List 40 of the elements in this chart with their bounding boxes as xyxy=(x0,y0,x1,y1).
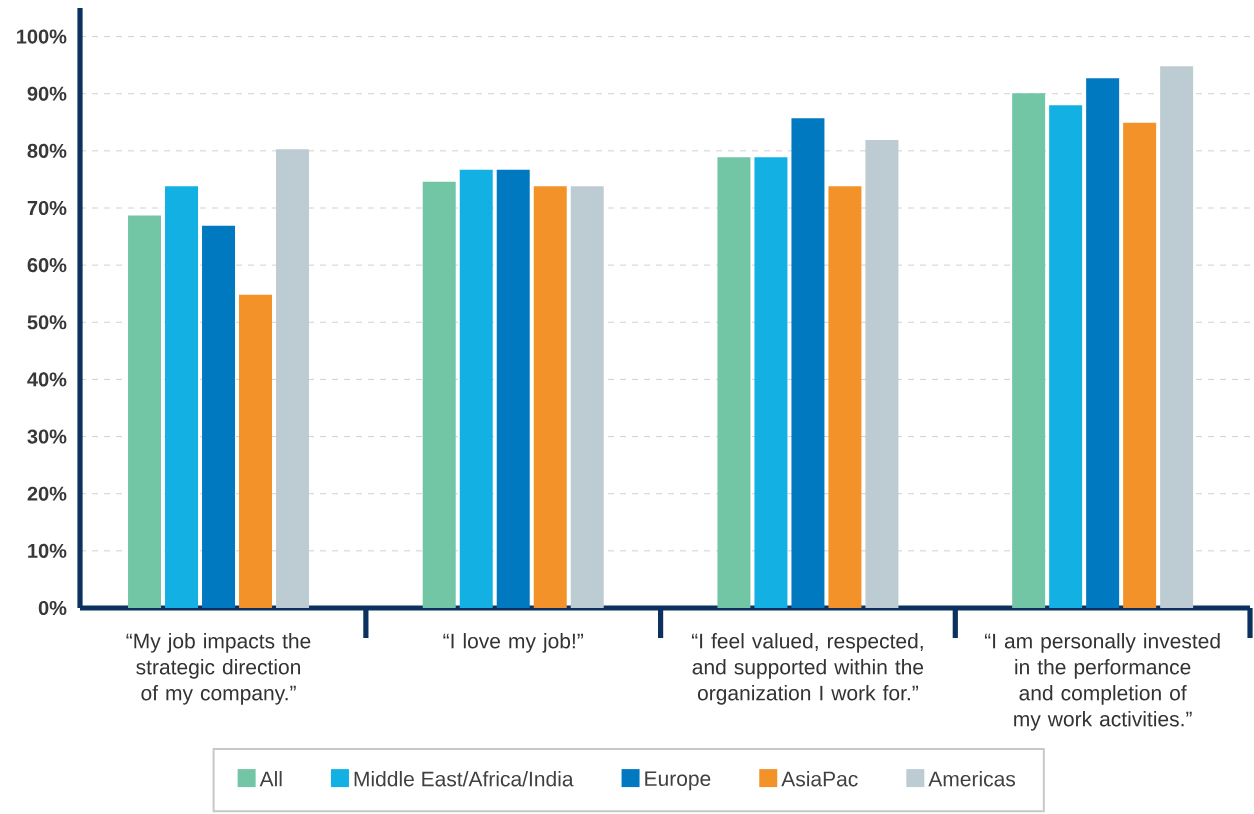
y-tick-label: 30% xyxy=(27,429,67,444)
bar xyxy=(239,294,273,608)
bar xyxy=(422,181,456,608)
bar xyxy=(754,157,788,608)
bar xyxy=(1160,66,1194,608)
x-tick-label: “I feel valued, respected, and supported within the organization I work for.” xyxy=(691,633,924,705)
y-tick-label: 50% xyxy=(27,315,67,330)
y-tick-label: 20% xyxy=(27,486,67,501)
bar xyxy=(533,186,567,608)
bar xyxy=(165,186,199,608)
x-tick-label: “I love my job!” xyxy=(443,633,584,653)
bar xyxy=(496,169,530,608)
legend-label: All xyxy=(259,770,282,787)
bar xyxy=(791,118,825,608)
bar xyxy=(570,186,604,608)
legend-label: Americas xyxy=(928,770,1016,787)
y-tick-label: 10% xyxy=(28,543,67,558)
y-tick-label: 70% xyxy=(27,200,67,216)
legend-label: Europe xyxy=(645,771,711,791)
bar xyxy=(1049,105,1083,608)
y-tick-label: 90% xyxy=(27,86,67,101)
bar xyxy=(865,140,899,608)
y-tick-label: 60% xyxy=(27,258,67,273)
y-tick-label: 100% xyxy=(17,29,67,44)
y-tick-label: 0% xyxy=(38,600,67,616)
bar xyxy=(828,186,862,608)
bar xyxy=(276,149,310,608)
x-tick-label: “I am personally invested in the performance and completion of my work activities.” xyxy=(984,633,1220,731)
bar xyxy=(459,169,493,608)
bar xyxy=(1086,78,1120,608)
x-tick-label: “My job impacts the strategic direction of my company.” xyxy=(126,633,311,705)
legend-label: Middle East/Africa/India xyxy=(354,770,574,787)
y-tick-label: 80% xyxy=(27,143,67,158)
y-tick-label: 40% xyxy=(27,372,67,387)
bar xyxy=(202,225,236,608)
legend-label: AsiaPac xyxy=(781,770,858,787)
bar xyxy=(128,215,162,608)
bar xyxy=(1012,93,1046,608)
bar xyxy=(1123,122,1157,608)
bar xyxy=(717,157,751,608)
